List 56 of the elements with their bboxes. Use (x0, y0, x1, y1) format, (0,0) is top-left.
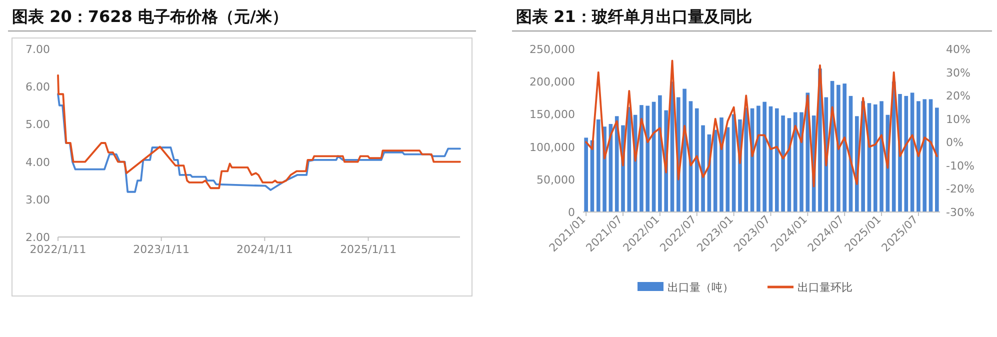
y2-tick-label: 0% (946, 136, 964, 150)
bar (658, 95, 662, 212)
y2-tick-label: -10% (946, 159, 974, 172)
x-tick-label: 2024/1/11 (236, 243, 293, 256)
y-tick-label: 2.00 (26, 231, 50, 244)
bar (694, 108, 699, 212)
y-tick-label: 4.00 (26, 156, 50, 169)
bar (916, 101, 920, 212)
y-tick-label: 200,000 (530, 76, 575, 89)
y2-tick-label: 10% (946, 112, 970, 126)
x-tick-label: 2023/1/11 (133, 243, 190, 256)
y2-tick-label: -20% (946, 182, 974, 196)
bar (842, 84, 847, 212)
bar (880, 101, 884, 212)
bar (726, 127, 730, 212)
bar (781, 116, 785, 212)
y-tick-label: 250,000 (530, 43, 575, 56)
bar (756, 106, 760, 212)
bar (922, 99, 927, 212)
line-series (57, 74, 461, 190)
y2-tick-label: 20% (946, 90, 970, 103)
bar (744, 108, 748, 212)
bar (793, 112, 798, 212)
y2-tick-label: -30% (946, 206, 974, 219)
bar (640, 105, 644, 212)
y2-tick-label: 30% (946, 66, 970, 80)
legend-label: 出口量环比 (798, 281, 852, 294)
y-tick-label: 7.00 (26, 43, 50, 56)
y-tick-label: 50,000 (536, 173, 575, 186)
line-series (57, 93, 461, 193)
y-tick-label: 150,000 (530, 108, 575, 122)
bar (935, 108, 939, 212)
y-tick-label: 0 (568, 206, 575, 219)
bar (614, 116, 619, 212)
x-tick-label: 2025/1/11 (340, 243, 396, 256)
bar (800, 112, 804, 212)
bar (596, 119, 600, 212)
bar (774, 108, 779, 212)
chart-title: 图表 21：玻纤单月出口量及同比 (516, 7, 752, 26)
y-tick-label: 5.00 (26, 118, 50, 132)
bar (836, 84, 840, 212)
bar (584, 138, 588, 212)
bar (701, 125, 705, 212)
y-tick-label: 3.00 (26, 193, 50, 206)
y-tick-label: 100,000 (530, 140, 575, 154)
y-tick-label: 6.00 (26, 80, 50, 94)
legend-label: 出口量（吨） (668, 281, 734, 294)
line-series (585, 60, 938, 188)
bar (646, 106, 650, 212)
bar (904, 96, 908, 212)
bar (720, 117, 724, 212)
chart-title: 图表 20：7628 电子布价格（元/米） (12, 7, 288, 26)
y2-tick-label: 40% (946, 43, 970, 56)
bar (873, 104, 878, 212)
x-tick-label: 2022/1/11 (30, 243, 86, 256)
bar (762, 102, 766, 212)
